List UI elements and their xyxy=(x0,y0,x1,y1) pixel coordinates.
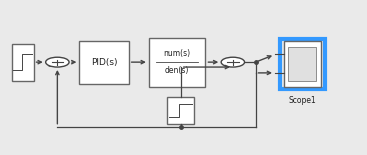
Text: Scope1: Scope1 xyxy=(288,96,316,105)
Bar xyxy=(149,38,206,87)
Text: −: − xyxy=(48,63,53,68)
Bar xyxy=(12,44,34,81)
Bar xyxy=(280,39,325,89)
Bar xyxy=(167,97,195,124)
Text: PID(s): PID(s) xyxy=(91,58,117,67)
Text: −: − xyxy=(223,63,229,68)
Text: den(s): den(s) xyxy=(165,66,189,75)
Circle shape xyxy=(221,57,244,67)
Text: num(s): num(s) xyxy=(164,49,191,58)
Bar xyxy=(79,41,129,84)
Circle shape xyxy=(46,57,69,67)
Bar xyxy=(288,47,316,81)
Bar xyxy=(284,41,321,87)
